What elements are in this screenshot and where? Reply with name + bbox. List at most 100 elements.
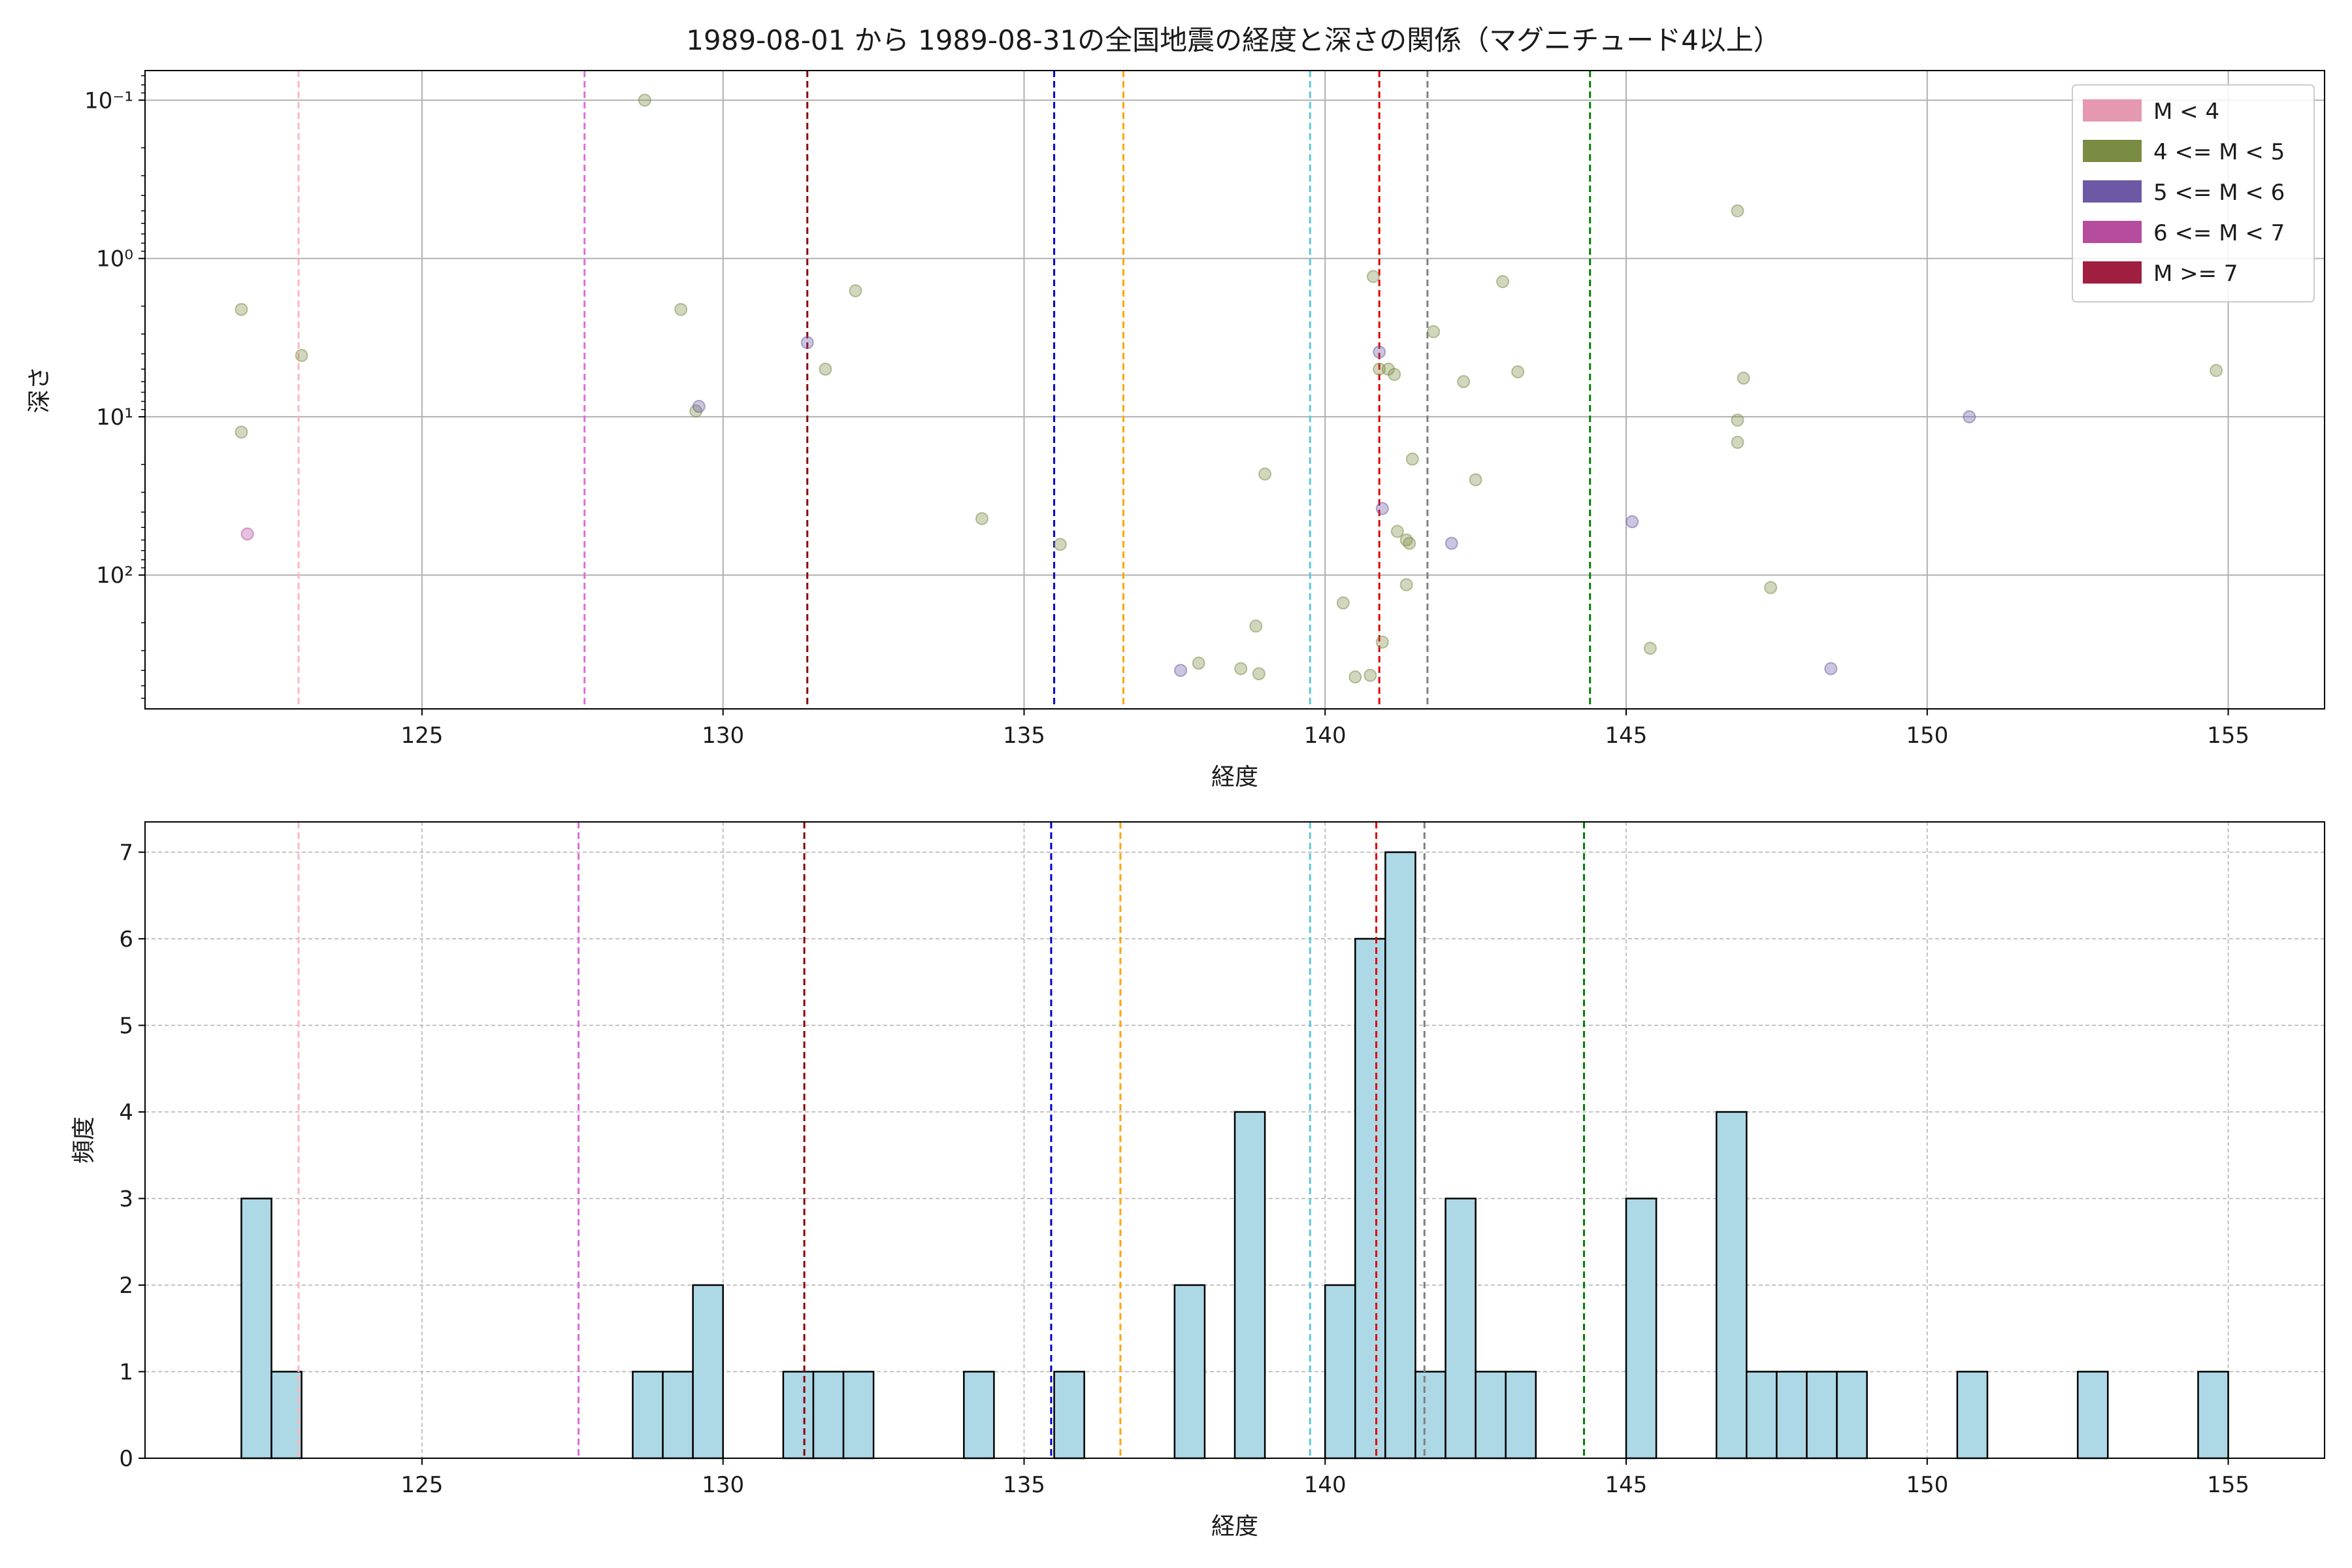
x-tick-label: 145 [1605, 723, 1648, 749]
histogram-x-axis-label: 経度 [1211, 1513, 1258, 1540]
data-point [800, 336, 814, 350]
data-point [1234, 662, 1248, 676]
histogram-bar [1445, 1198, 1477, 1460]
histogram-panel: 125 130 135 140 145 150 155 0 1 2 3 4 5 6 7 経度 頻度 [71, 821, 2325, 1540]
data-point [819, 362, 832, 376]
y-tick-label: 0 [119, 1446, 133, 1472]
histogram-bar [662, 1371, 694, 1460]
scatter-reference-lines [297, 71, 1592, 709]
chart-title: 1989-08-01 から 1989-08-31の全国地震の経度と深さの関係（マ… [686, 24, 1781, 56]
data-point [1375, 635, 1389, 649]
data-point [975, 512, 988, 525]
histogram-bar [692, 1284, 724, 1460]
data-point [1457, 375, 1471, 389]
y-tick-label: 6 [119, 926, 133, 953]
data-point [1192, 657, 1205, 670]
data-point [1764, 581, 1778, 595]
data-point [1336, 596, 1350, 610]
data-point [1737, 371, 1750, 385]
histogram-bar [1414, 1371, 1446, 1460]
data-point [1375, 502, 1389, 515]
histogram-bar [270, 1371, 302, 1460]
data-point [1731, 436, 1744, 449]
legend-label: 5 <= M < 6 [2153, 180, 2285, 206]
scatter-x-ticks: 125 130 135 140 145 150 155 [400, 709, 2249, 749]
x-tick-label: 155 [2207, 723, 2249, 749]
histogram-bar [632, 1371, 664, 1460]
histogram-y-ticks: 0 1 2 3 4 5 6 7 [119, 840, 145, 1472]
data-point [849, 284, 862, 298]
histogram-bar [963, 1371, 995, 1460]
y-tick-label: 2 [119, 1273, 133, 1299]
histogram-bar [1475, 1371, 1507, 1460]
x-tick-label: 125 [400, 723, 443, 749]
histogram-bar [1746, 1371, 1778, 1460]
histogram-bar [842, 1371, 875, 1460]
data-point [1258, 467, 1272, 481]
data-point [295, 349, 308, 363]
histogram-bar [1806, 1371, 1838, 1460]
scatter-panel: 125 130 135 140 145 150 155 10⁻¹ 10⁰ 10¹ 10² 経度 深… [26, 70, 2325, 791]
data-point [1174, 664, 1188, 678]
x-tick-label: 150 [1906, 723, 1948, 749]
data-point [1252, 667, 1266, 681]
x-tick-label: 145 [1605, 1472, 1648, 1498]
x-tick-label: 155 [2207, 1472, 2249, 1498]
histogram-bar [1956, 1371, 1989, 1460]
scatter-x-axis-label: 経度 [1211, 764, 1258, 791]
x-tick-label: 125 [400, 1472, 443, 1498]
histogram-axes-frame [144, 821, 2325, 1459]
scatter-grid [145, 71, 2325, 709]
legend-label: 4 <= M < 5 [2153, 139, 2285, 165]
scatter-axes-frame [144, 70, 2325, 710]
data-point [692, 400, 706, 414]
data-point [1824, 662, 1838, 676]
y-tick-label: 3 [119, 1186, 133, 1212]
data-point [1427, 325, 1441, 338]
data-point [1405, 452, 1419, 466]
data-point [1731, 414, 1744, 427]
histogram-bar [1053, 1371, 1085, 1460]
data-point [674, 302, 688, 316]
data-point [638, 93, 651, 107]
data-point [235, 425, 248, 439]
data-point [1403, 536, 1416, 550]
data-point [1511, 365, 1525, 379]
data-point [1445, 536, 1458, 550]
histogram-x-ticks: 125 130 135 140 145 150 155 [400, 1458, 2249, 1498]
y-tick-label: 10² [96, 563, 133, 589]
data-point [1249, 619, 1263, 633]
data-point [1373, 345, 1386, 359]
legend-swatch [2083, 180, 2142, 203]
data-point [1399, 578, 1413, 591]
y-tick-label: 7 [119, 840, 133, 866]
data-point [240, 527, 254, 541]
histogram-bar [1324, 1284, 1356, 1460]
scatter-y-ticks: 10⁻¹ 10⁰ 10¹ 10² [84, 75, 145, 699]
data-point [1496, 275, 1510, 289]
x-tick-label: 140 [1304, 1472, 1347, 1498]
data-point [2210, 364, 2223, 378]
histogram-bar [1354, 938, 1386, 1460]
data-point [1053, 538, 1067, 551]
data-point [1731, 204, 1744, 218]
data-point [1963, 410, 1976, 423]
histogram-bar [812, 1371, 845, 1460]
legend-box [2072, 84, 2315, 302]
data-point [1388, 368, 1401, 382]
histogram-y-axis-label: 頻度 [71, 1117, 97, 1164]
legend-label: M >= 7 [2153, 261, 2238, 287]
histogram-bar [1384, 851, 1416, 1460]
legend-swatch [2083, 99, 2142, 122]
histogram-bar [1233, 1111, 1266, 1460]
x-tick-label: 140 [1304, 723, 1347, 749]
histogram-bar [240, 1198, 272, 1460]
y-tick-label: 10⁻¹ [84, 88, 133, 114]
histogram-bar [2076, 1371, 2109, 1460]
histogram-bar [1715, 1111, 1748, 1460]
data-point [1390, 525, 1404, 538]
legend-swatch [2083, 140, 2142, 162]
data-point [1364, 668, 1377, 682]
legend-swatch [2083, 261, 2142, 284]
legend-label: 6 <= M < 7 [2153, 220, 2285, 246]
